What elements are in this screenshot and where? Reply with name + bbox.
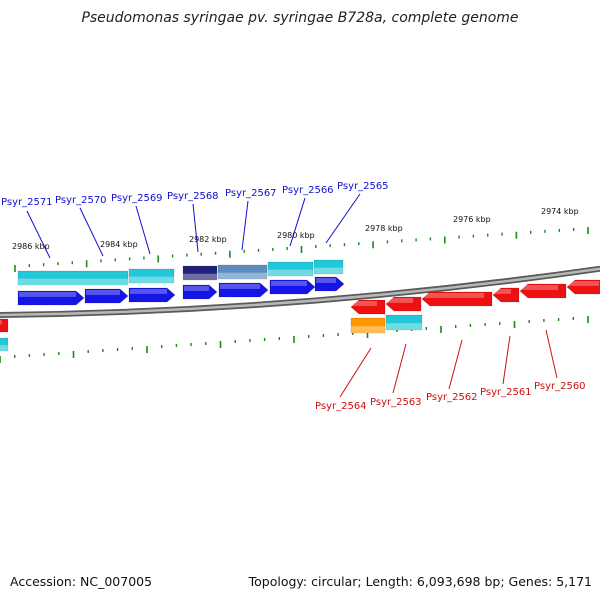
cds-psyr-2560-shine [521,285,558,290]
feature-bar-2566-shine [268,269,313,276]
cds-psyr-2566-shine [271,281,307,286]
cds-psyr-2570-shine [86,290,120,295]
cds-psyr-2562-shine [423,293,484,298]
cds-left-edge [0,318,9,333]
gene-label-psyr-2568[interactable]: Psyr_2568 [167,191,219,202]
genome-backbone [0,265,600,318]
feature-bar-2563-shine [386,323,422,330]
cds-psyr-2560 [519,283,567,299]
cds-psyr-2563-shine [387,298,413,303]
scale-label-2976: 2976 kbp [453,215,491,224]
genome-title: Pseudomonas syringae pv. syringae B728a,… [81,10,519,26]
scale-label-2982: 2982 kbp [189,235,227,244]
feature-bar-2567 [217,264,268,280]
feature-bar-2568 [182,265,218,281]
cds-right-edge-shine [568,281,599,286]
cds-psyr-2569-shine [130,289,167,294]
gene-callouts [26,193,558,398]
feature-bar-2568-shine [183,273,217,280]
callout-psyr-2566 [289,197,306,247]
cds-psyr-2571 [17,290,85,306]
accession-label: Accession: NC_007005 [10,574,153,589]
callout-psyr-2561 [502,335,511,385]
gene-label-psyr-2566[interactable]: Psyr_2566 [282,185,334,196]
gene-features [0,259,600,352]
cds-psyr-2565 [314,276,345,292]
callout-psyr-2564 [339,347,372,398]
feature-bar-left-edge-shine [0,345,8,351]
feature-bar-2565 [313,259,344,275]
backbone-highlight [0,267,600,317]
gene-label-psyr-2560[interactable]: Psyr_2560 [534,381,586,392]
callout-psyr-2562 [448,339,463,390]
gene-label-psyr-2571[interactable]: Psyr_2571 [1,197,53,208]
callout-psyr-2571 [26,210,51,259]
gene-label-psyr-2570[interactable]: Psyr_2570 [55,195,107,206]
cds-right-edge [566,279,600,295]
cds-psyr-2566 [269,279,316,295]
cds-psyr-2571-shine [19,292,76,297]
cds-psyr-2568 [182,284,218,300]
scale-label-2984: 2984 kbp [100,240,138,249]
callout-psyr-2563 [392,343,407,394]
gene-label-psyr-2561[interactable]: Psyr_2561 [480,387,532,398]
callout-psyr-2567 [241,200,249,251]
gene-label-psyr-2565[interactable]: Psyr_2565 [337,181,389,192]
feature-bar-2563 [385,314,423,331]
feature-bar-left-edge [0,337,9,352]
callout-psyr-2560 [545,329,558,379]
scale-label-2974: 2974 kbp [541,207,579,216]
cds-psyr-2561-shine [494,289,511,294]
cds-left-edge-shine [0,320,2,325]
gene-label-psyr-2563[interactable]: Psyr_2563 [370,397,422,408]
gene-label-psyr-2569[interactable]: Psyr_2569 [111,193,163,204]
cds-psyr-2562 [421,291,493,307]
feature-bar-2571-2570 [17,270,129,286]
feature-bar-2569 [128,268,175,284]
callout-psyr-2568 [192,203,199,253]
cds-psyr-2568-shine [184,286,209,291]
scale-label-2978: 2978 kbp [365,224,403,233]
cds-psyr-2567 [218,282,269,298]
cds-psyr-2563 [385,296,422,312]
gene-label-psyr-2564[interactable]: Psyr_2564 [315,401,367,412]
callout-psyr-2570 [79,207,104,257]
scale-label-2980: 2980 kbp [277,231,315,240]
cds-psyr-2565-shine [316,278,336,283]
feature-bar-2571-2570-shine [18,278,128,285]
gene-label-psyr-2562[interactable]: Psyr_2562 [426,392,478,403]
feature-bar-2564 [350,317,386,334]
cds-psyr-2561 [492,287,520,303]
cds-psyr-2564-shine [352,301,377,306]
feature-bar-2569-shine [129,276,174,283]
callout-psyr-2565 [325,193,361,244]
feature-bar-2565-shine [314,267,343,274]
scale-label-2986: 2986 kbp [12,242,50,251]
cds-psyr-2567-shine [220,284,260,289]
cds-psyr-2569 [128,287,176,303]
cds-psyr-2564 [350,299,386,315]
feature-bar-2564-shine [351,326,385,333]
scale-ticks [0,227,589,363]
callout-psyr-2569 [135,205,151,255]
topology-summary: Topology: circular; Length: 6,093,698 bp… [248,574,592,589]
gene-label-psyr-2567[interactable]: Psyr_2567 [225,188,277,199]
feature-bar-2567-shine [218,272,267,279]
feature-bar-2566 [267,261,314,277]
cds-psyr-2570 [84,288,129,304]
